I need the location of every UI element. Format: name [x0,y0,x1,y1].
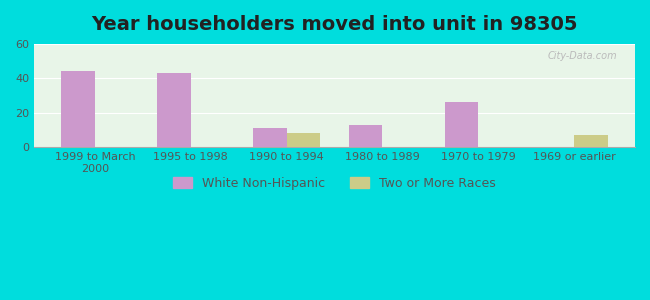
Bar [61,71,95,147]
Bar [157,73,190,147]
Bar [574,135,608,147]
Bar [349,125,382,147]
Bar [287,134,320,147]
Bar [445,102,478,147]
Title: Year householders moved into unit in 98305: Year householders moved into unit in 983… [91,15,578,34]
Text: City-Data.com: City-Data.com [547,51,617,61]
Bar [253,128,287,147]
Legend: White Non-Hispanic, Two or More Races: White Non-Hispanic, Two or More Races [168,172,500,195]
